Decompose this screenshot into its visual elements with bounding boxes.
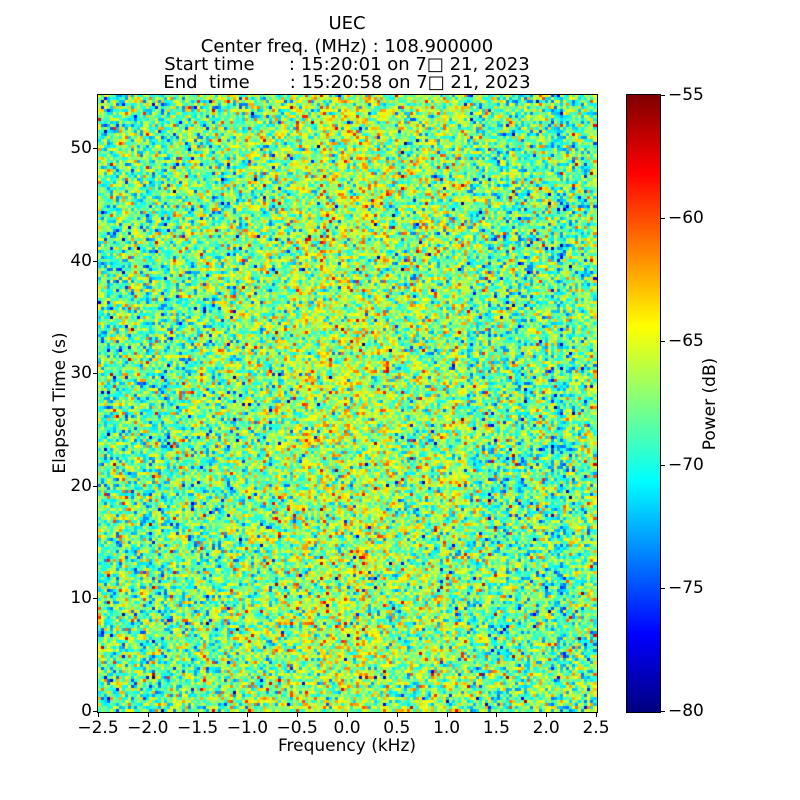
x-tick-label: −0.5 [276, 718, 318, 738]
y-tick-label: 40 [70, 250, 92, 271]
colorbar-gradient [627, 95, 660, 712]
x-tick-mark [147, 713, 149, 717]
x-tick-mark [297, 713, 299, 717]
colorbar-tick-label: −65 [668, 331, 704, 352]
end-time-line: End time : 15:20:58 on 7□ 21, 2023 [163, 72, 531, 93]
center-freq-line: Center freq. (MHz) : 108.900000 [200, 36, 494, 57]
x-tick-mark [596, 713, 597, 717]
y-tick-mark [93, 147, 97, 149]
y-tick-mark [93, 711, 97, 712]
colorbar-tick-mark [661, 711, 665, 712]
x-tick-label: 2.0 [532, 718, 560, 738]
y-tick-mark [93, 260, 97, 262]
x-tick-label: 0.0 [333, 718, 361, 738]
colorbar-tick-mark [661, 587, 665, 589]
spectrogram-plot-area [97, 94, 598, 713]
x-tick-mark [396, 713, 398, 717]
colorbar [626, 94, 661, 713]
spectrogram-heatmap [98, 95, 597, 712]
colorbar-tick-label: −60 [668, 208, 704, 229]
y-tick-label: 30 [70, 363, 92, 384]
colorbar-tick-mark [661, 464, 665, 466]
y-tick-label: 50 [70, 137, 92, 158]
x-tick-mark [347, 713, 348, 717]
x-tick-label: −2.0 [127, 718, 169, 738]
x-tick-label: 2.5 [582, 718, 610, 738]
x-tick-mark [247, 713, 249, 717]
x-tick-mark [197, 713, 199, 717]
y-tick-label: 10 [70, 588, 92, 609]
x-tick-label: 1.5 [482, 718, 510, 738]
y-tick-label: 0 [81, 701, 92, 721]
x-tick-mark [98, 713, 99, 717]
x-tick-mark [546, 713, 548, 717]
y-tick-mark [93, 598, 97, 600]
y-tick-label: 20 [70, 475, 92, 496]
y-tick-mark [93, 485, 97, 487]
x-tick-label: −2.5 [77, 718, 119, 738]
colorbar-tick-mark [661, 218, 665, 220]
x-tick-mark [496, 713, 498, 717]
start-time-line: Start time : 15:20:01 on 7□ 21, 2023 [164, 54, 530, 75]
colorbar-tick-label: −80 [668, 701, 704, 721]
colorbar-tick-mark [661, 95, 665, 96]
x-tick-label: 0.5 [383, 718, 411, 738]
y-axis-label: Elapsed Time (s) [50, 332, 70, 474]
colorbar-tick-mark [661, 341, 665, 343]
colorbar-tick-label: −55 [668, 85, 704, 105]
figure-title: UEC [328, 13, 366, 34]
x-tick-label: 1.0 [433, 718, 461, 738]
colorbar-tick-label: −70 [668, 454, 704, 475]
colorbar-tick-label: −75 [668, 577, 704, 598]
colorbar-label: Power (dB) [700, 357, 720, 451]
x-axis-label: Frequency (kHz) [277, 736, 417, 756]
y-tick-mark [93, 373, 97, 375]
x-tick-label: −1.0 [226, 718, 269, 738]
x-tick-mark [446, 713, 448, 717]
x-tick-label: −1.5 [176, 718, 219, 738]
